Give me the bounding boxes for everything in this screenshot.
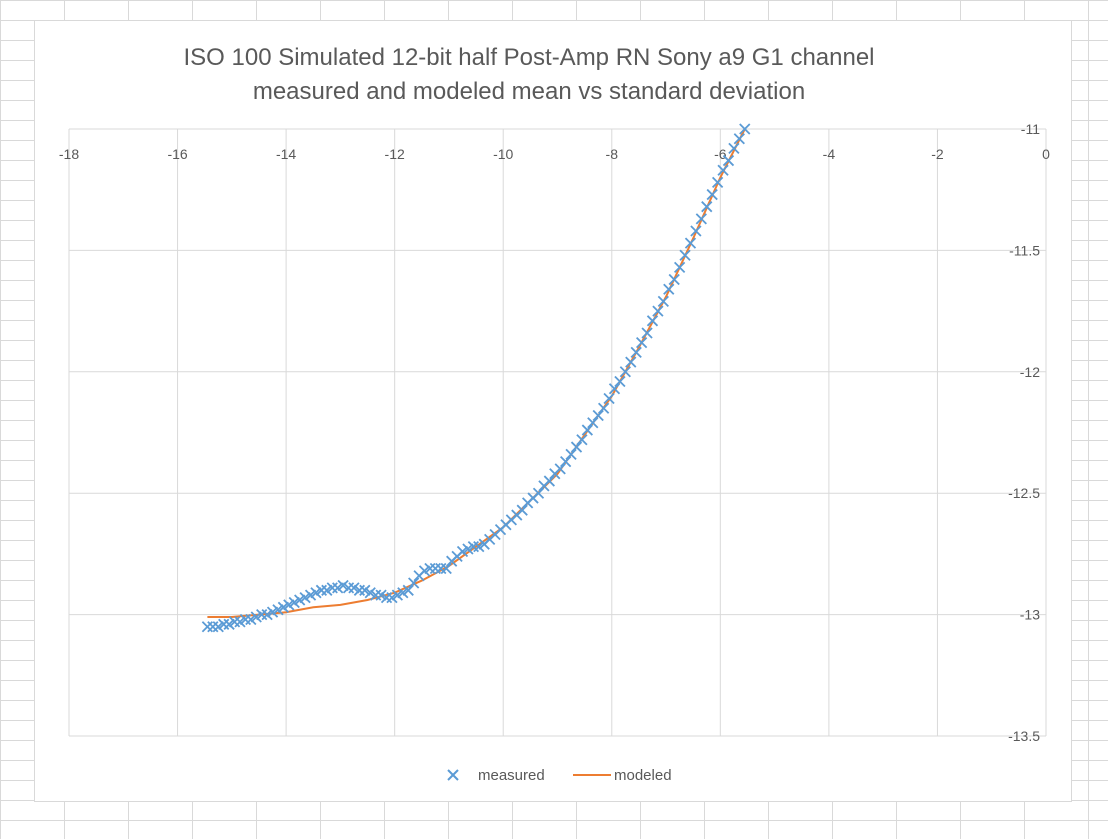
- x-tick-label: -8: [606, 146, 619, 162]
- measured-point: [560, 455, 572, 468]
- x-tick-label: -18: [59, 146, 79, 162]
- measured-point: [663, 283, 675, 295]
- measured-point: [733, 133, 745, 145]
- measured-point: [668, 273, 680, 286]
- chart-svg: ISO 100 Simulated 12-bit half Post-Amp R…: [59, 44, 1050, 784]
- measured-point: [625, 356, 637, 368]
- x-tick-label: -2: [931, 146, 944, 162]
- measured-point: [652, 305, 664, 317]
- legend: measured modeled: [447, 767, 672, 784]
- y-tick-label: -13.5: [1008, 728, 1040, 744]
- chart-title: ISO 100 Simulated 12-bit half Post-Amp R…: [183, 44, 874, 105]
- measured-point: [722, 154, 735, 167]
- measured-point: [646, 315, 659, 327]
- chart-area: ISO 100 Simulated 12-bit half Post-Amp R…: [34, 20, 1072, 802]
- measured-point: [408, 577, 420, 589]
- legend-item-modeled: modeled: [573, 767, 672, 784]
- chart-title-line-1: ISO 100 Simulated 12-bit half Post-Amp R…: [183, 44, 874, 71]
- measured-point: [429, 562, 442, 575]
- y-tick-label: -12.5: [1008, 485, 1040, 501]
- y-tick-label: -13: [1020, 607, 1040, 623]
- measured-point: [657, 295, 669, 308]
- measured-point: [630, 346, 642, 359]
- y-tick-label: -11: [1021, 121, 1040, 137]
- measured-point: [543, 475, 555, 487]
- measured-point: [695, 213, 707, 225]
- measured-point: [739, 123, 751, 135]
- x-tick-label: -14: [276, 146, 296, 162]
- x-tick-label: -4: [823, 146, 836, 162]
- measured-point: [565, 448, 577, 460]
- measured-point: [684, 237, 697, 249]
- legend-label-modeled: modeled: [614, 767, 672, 784]
- series-modeled: [207, 128, 746, 618]
- measured-point: [711, 176, 724, 189]
- legend-marker-measured-b: [447, 769, 459, 781]
- measured-point: [592, 409, 604, 422]
- measured-point: [201, 621, 214, 633]
- measured-point: [690, 225, 702, 237]
- x-tick-label: -12: [385, 146, 405, 162]
- measured-point: [576, 434, 588, 446]
- measured-point: [581, 424, 593, 436]
- measured-point: [207, 621, 219, 633]
- measured-point: [587, 417, 599, 429]
- x-tick-label: -16: [167, 146, 187, 162]
- measured-point: [728, 142, 740, 155]
- x-tick-labels: -18 -16 -14 -12 -10 -8 -6 -4 -2 0: [59, 146, 1050, 162]
- measured-point: [532, 487, 545, 499]
- chart-title-line-2: measured and modeled mean vs standard de…: [253, 78, 805, 105]
- measured-point: [440, 562, 452, 575]
- x-tick-label: -6: [714, 146, 727, 162]
- series-measured: [201, 123, 751, 633]
- y-tick-label: -11.5: [1009, 242, 1040, 258]
- measured-point: [679, 249, 691, 261]
- measured-point: [717, 164, 729, 176]
- measured-point: [673, 261, 686, 274]
- measured-point: [597, 402, 610, 414]
- measured-point: [701, 201, 713, 213]
- measured-point: [641, 327, 653, 339]
- x-tick-label: -10: [493, 146, 513, 162]
- measured-point: [614, 375, 626, 388]
- measured-point: [635, 337, 648, 349]
- measured-point: [402, 584, 414, 596]
- measured-point: [603, 392, 615, 405]
- y-tick-label: -12: [1020, 364, 1040, 380]
- modeled-line: [207, 128, 746, 618]
- legend-item-measured: measured: [447, 767, 545, 784]
- measured-point: [554, 463, 566, 475]
- measured-point: [516, 504, 528, 516]
- y-tick-labels: -11 -11.5 -12 -12.5 -13 -13.5: [1008, 121, 1040, 744]
- measured-point: [619, 366, 631, 378]
- measured-point: [706, 188, 718, 201]
- measured-point: [570, 441, 583, 453]
- legend-label-measured: measured: [478, 767, 545, 784]
- x-tick-label: 0: [1042, 146, 1050, 162]
- measured-point: [608, 383, 621, 395]
- grid: [68, 128, 1047, 737]
